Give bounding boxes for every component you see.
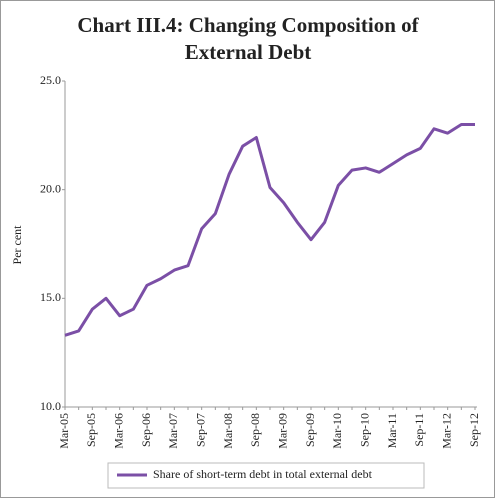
y-tick-label: 15.0 [40,290,61,304]
x-tick-label: Sep-10 [357,413,371,447]
x-tick-label: Mar-07 [166,413,180,449]
x-tick-label: Mar-12 [439,413,453,449]
y-tick-label: 25.0 [40,73,61,87]
line [64,122,475,337]
legend-label: Share of short-term debt in total extern… [153,467,373,481]
x-tick-label: Sep-06 [139,413,153,447]
x-tick-label: Sep-09 [303,413,317,447]
x-tick-label: Mar-09 [275,413,289,449]
x-tick-label: Mar-06 [111,413,125,449]
x-tick-label: Sep-11 [412,413,426,447]
x-tick-label: Sep-05 [84,413,98,447]
x-tick-label: Mar-08 [221,413,235,449]
x-tick-label: Mar-05 [57,413,71,449]
x-tick-label: Mar-11 [385,413,399,448]
y-tick-label: 10.0 [40,399,61,413]
chart-title: Chart III.4: Changing Composition of [77,13,419,37]
x-tick-label: Mar-10 [330,413,344,449]
x-tick-label: Sep-07 [193,413,207,447]
y-axis-label: Per cent [10,225,24,265]
x-tick-label: Sep-08 [248,413,262,447]
x-tick-label: Sep-12 [467,413,481,447]
legend-box [107,462,425,489]
chart-title: External Debt [185,40,312,64]
y-tick-label: 20.0 [40,181,61,195]
